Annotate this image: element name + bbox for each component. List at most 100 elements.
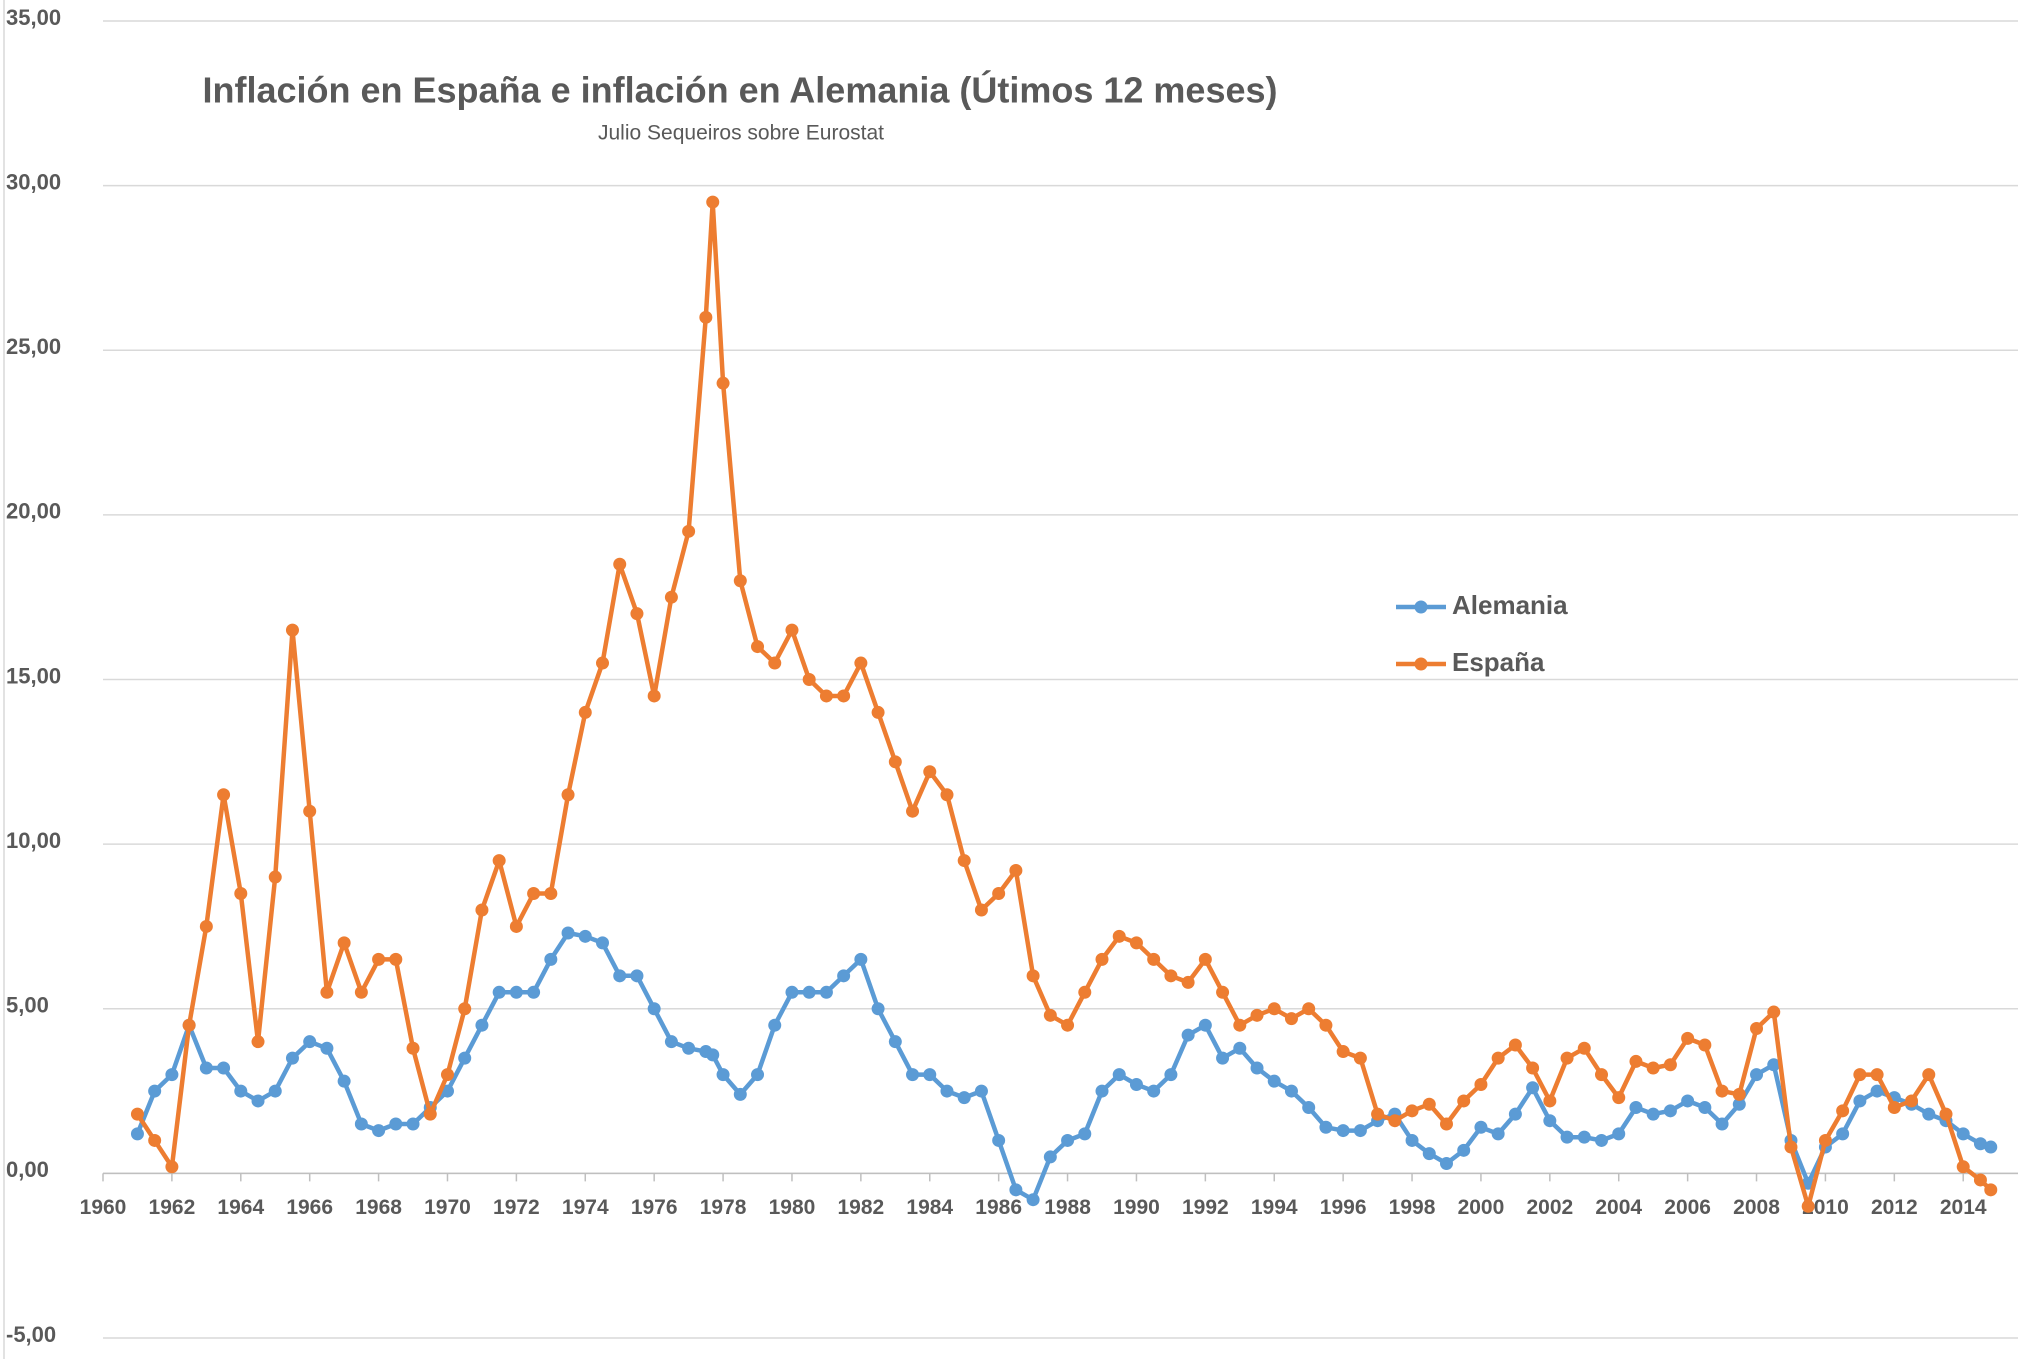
marker [992, 887, 1006, 901]
marker [561, 926, 575, 940]
marker [285, 1051, 299, 1065]
marker [1181, 975, 1195, 989]
marker [509, 985, 523, 999]
marker [1267, 1074, 1281, 1088]
marker [1956, 1127, 1970, 1141]
marker [440, 1068, 454, 1082]
marker [1181, 1028, 1195, 1042]
marker [1750, 1068, 1764, 1082]
marker [682, 524, 696, 538]
marker [372, 952, 386, 966]
marker [492, 985, 506, 999]
marker [1284, 1012, 1298, 1026]
y-tick-label: 25,00 [6, 334, 61, 359]
marker [1422, 1147, 1436, 1161]
marker [1973, 1137, 1987, 1151]
x-tick-label: 1986 [975, 1196, 1022, 1219]
marker [647, 689, 661, 703]
marker [1732, 1087, 1746, 1101]
marker [234, 887, 248, 901]
marker [182, 1018, 196, 1032]
marker [888, 1035, 902, 1049]
x-tick-label: 1996 [1320, 1196, 1367, 1219]
chart-title: Inflación en España e inflación en Alema… [203, 69, 1278, 111]
marker [199, 919, 213, 933]
marker [1439, 1117, 1453, 1131]
marker [716, 376, 730, 390]
x-tick-label: 2012 [1871, 1196, 1918, 1219]
marker [1164, 969, 1178, 983]
legend-label: Alemania [1452, 590, 1568, 620]
marker [303, 1035, 317, 1049]
x-tick-label: 2004 [1595, 1196, 1642, 1219]
marker [613, 557, 627, 571]
x-tick-label: 1984 [906, 1196, 953, 1219]
marker [906, 1068, 920, 1082]
marker [1009, 1183, 1023, 1197]
marker [1353, 1051, 1367, 1065]
x-tick-label: 1994 [1251, 1196, 1298, 1219]
marker [992, 1133, 1006, 1147]
marker [1284, 1084, 1298, 1098]
marker [1250, 1008, 1264, 1022]
marker [871, 705, 885, 719]
marker [923, 765, 937, 779]
marker [1439, 1156, 1453, 1170]
marker [785, 623, 799, 637]
marker [1129, 936, 1143, 950]
marker [1870, 1068, 1884, 1082]
marker [458, 1051, 472, 1065]
marker [1508, 1107, 1522, 1121]
legend-label: España [1452, 647, 1545, 677]
marker [768, 656, 782, 670]
marker [234, 1084, 248, 1098]
marker [706, 195, 720, 209]
marker [199, 1061, 213, 1075]
y-tick-label: 35,00 [6, 5, 61, 30]
marker [1405, 1133, 1419, 1147]
marker [1612, 1091, 1626, 1105]
marker [837, 969, 851, 983]
marker [1595, 1068, 1609, 1082]
marker [1198, 952, 1212, 966]
x-tick-label: 1974 [562, 1196, 609, 1219]
marker [406, 1117, 420, 1131]
marker [1715, 1084, 1729, 1098]
marker [871, 1002, 885, 1016]
x-tick-label: 1992 [1182, 1196, 1229, 1219]
marker [389, 952, 403, 966]
marker [337, 1074, 351, 1088]
marker [1956, 1160, 1970, 1174]
x-tick-label: 2000 [1458, 1196, 1505, 1219]
x-tick-label: 1978 [700, 1196, 747, 1219]
x-tick-label: 1982 [838, 1196, 885, 1219]
marker [440, 1084, 454, 1098]
marker [217, 1061, 231, 1075]
marker [268, 1084, 282, 1098]
marker [1853, 1094, 1867, 1108]
marker [1026, 1193, 1040, 1207]
marker [751, 640, 765, 654]
marker [1543, 1094, 1557, 1108]
marker [1922, 1068, 1936, 1082]
x-tick-label: 1960 [80, 1196, 127, 1219]
marker [1698, 1038, 1712, 1052]
marker [1629, 1054, 1643, 1068]
x-tick-label: 1980 [769, 1196, 816, 1219]
marker [1198, 1018, 1212, 1032]
marker [1250, 1061, 1264, 1075]
marker [1164, 1068, 1178, 1082]
marker [1646, 1061, 1660, 1075]
x-tick-label: 2006 [1664, 1196, 1711, 1219]
marker [1663, 1058, 1677, 1072]
marker [819, 985, 833, 999]
marker [1302, 1101, 1316, 1115]
marker [716, 1068, 730, 1082]
marker [974, 1084, 988, 1098]
marker [1577, 1041, 1591, 1055]
marker [1922, 1107, 1936, 1121]
marker [1767, 1058, 1781, 1072]
marker [837, 689, 851, 703]
marker [165, 1068, 179, 1082]
